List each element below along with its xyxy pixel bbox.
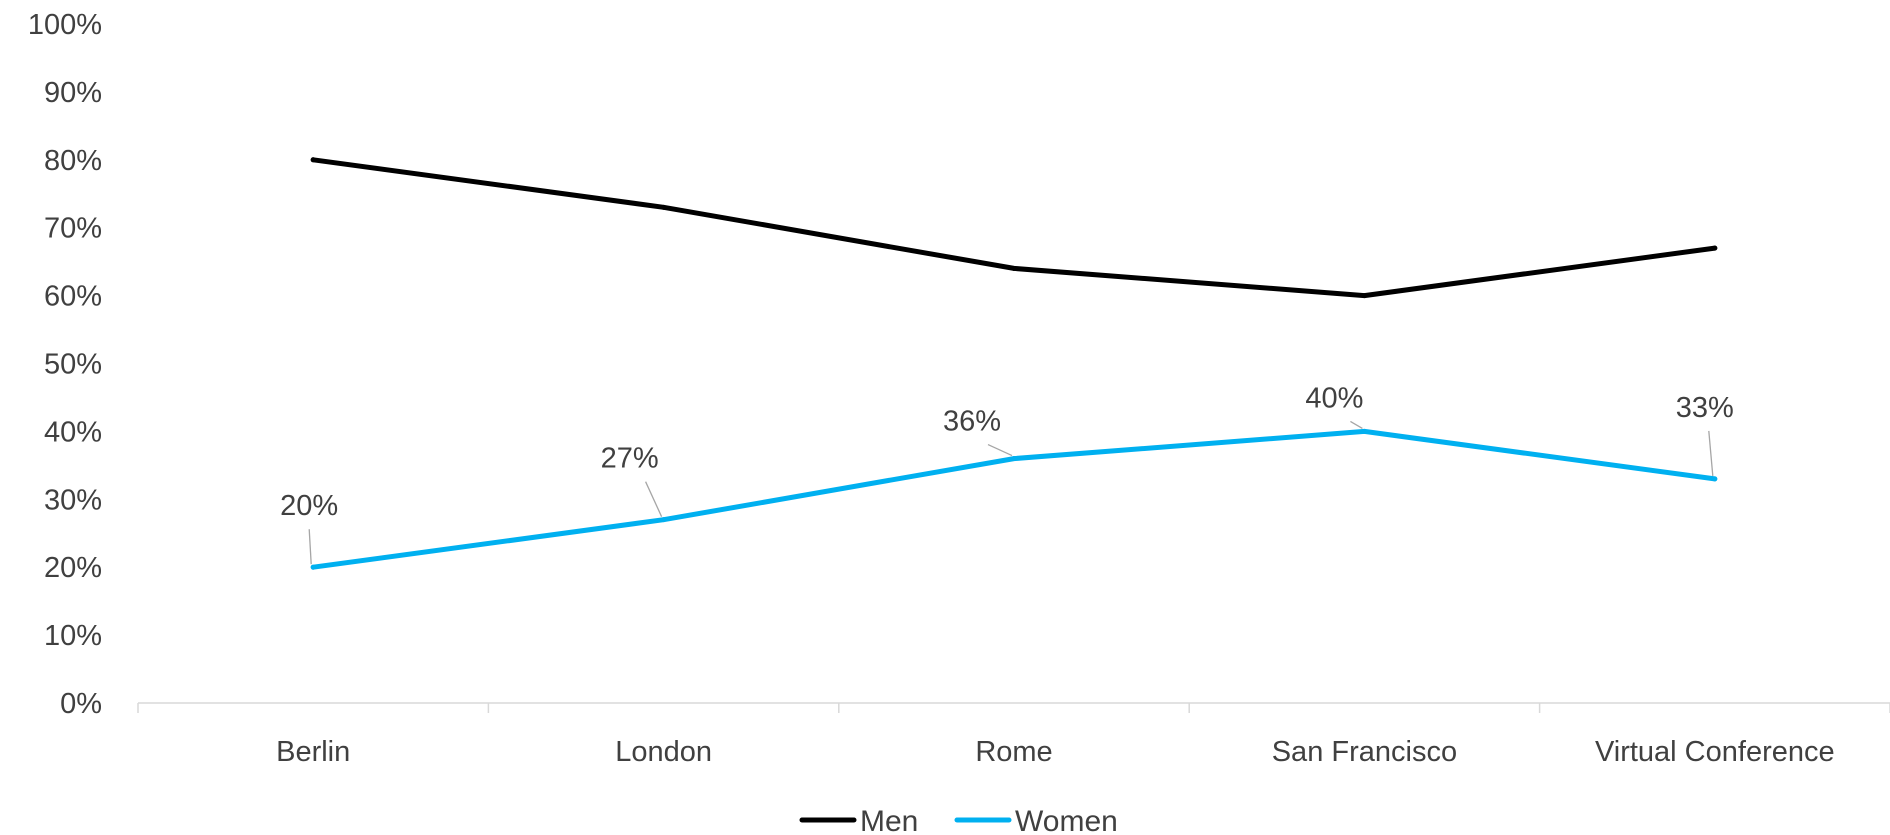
data-point-men [661,204,667,210]
y-tick-label: 80% [44,145,102,177]
y-tick-label: 40% [44,416,102,448]
data-label-leader-line [1708,430,1714,476]
x-axis-ticks [137,703,1890,713]
series-line-men [310,157,1718,299]
y-tick-label: 100% [28,9,102,41]
x-axis-tick-labels: Berlin London Rome San Francisco Virtual Con… [276,736,1835,768]
data-label: 20% [280,490,338,522]
data-point-men [1011,265,1017,271]
data-label: 33% [1676,392,1734,424]
data-point-women [1361,428,1367,434]
data-labels: 20% 27% 36% 40% 33% [280,382,1734,565]
data-label-leader-line [987,443,1013,457]
x-tick-label: San Francisco [1272,736,1457,768]
y-tick-label: 30% [44,484,102,516]
x-tick-label: Rome [975,736,1052,768]
data-label: 40% [1305,382,1363,414]
y-tick-label: 60% [44,281,102,313]
data-point-women [1011,456,1017,462]
data-label-leader-line [645,481,663,517]
data-label: 36% [943,406,1001,438]
y-tick-label: 50% [44,349,102,381]
data-point-women [661,517,667,523]
legend-label-men: Men [860,805,918,835]
y-axis-tick-labels: 0% 10% 20% 30% 40% 50% 60% 70% 80% 90% 100% [28,9,102,720]
series-line-women [310,428,1718,570]
data-label-leader-line [308,529,312,565]
y-tick-label: 20% [44,552,102,584]
legend: Men Women [799,805,1118,835]
x-tick-label: Berlin [276,736,350,768]
series-lines [310,157,1718,570]
y-tick-label: 90% [44,77,102,109]
data-label-leader-line [1350,420,1363,429]
data-point-women [310,564,316,570]
data-point-men [310,157,316,163]
x-tick-label: London [615,736,712,768]
data-label: 27% [601,443,659,475]
legend-label-women: Women [1015,805,1118,835]
y-tick-label: 70% [44,213,102,245]
y-tick-label: 10% [44,620,102,652]
y-tick-label: 0% [60,688,102,720]
data-point-men [1361,293,1367,299]
data-point-men [1712,245,1718,251]
x-tick-label: Virtual Conference [1595,736,1835,768]
data-point-women [1712,476,1718,482]
